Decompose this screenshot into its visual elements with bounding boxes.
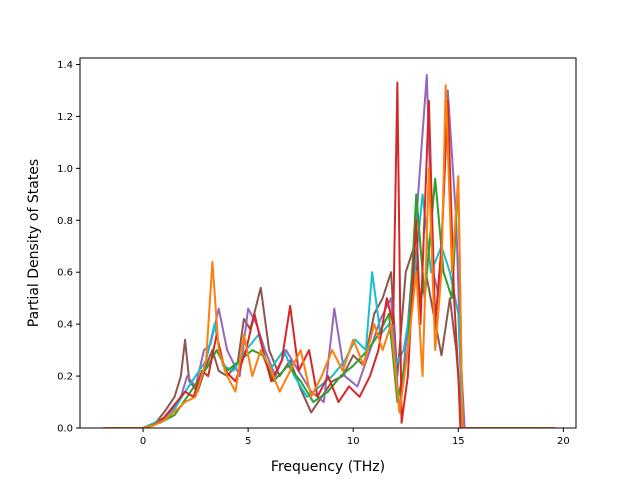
x-tick-label: 10 [347, 436, 360, 447]
x-axis-ticks: 0 5 10 15 20 [140, 428, 570, 447]
plot-frame [79, 57, 577, 429]
y-tick-label: 0.0 [57, 424, 73, 435]
series-layer [103, 73, 555, 428]
y-tick-label: 0.2 [57, 372, 73, 383]
pdos-series-line-5 [103, 81, 555, 428]
y-axis-ticks: 0.0 0.2 0.4 0.6 0.8 1.0 1.2 1.4 [57, 60, 80, 435]
x-tick-label: 20 [557, 436, 570, 447]
y-tick-label: 1.0 [57, 164, 73, 175]
x-tick-label: 0 [140, 436, 146, 447]
y-tick-label: 1.2 [57, 112, 73, 123]
y-tick-label: 0.8 [57, 216, 73, 227]
pdos-series-line-6 [103, 84, 555, 428]
x-tick-label: 5 [245, 436, 251, 447]
y-tick-label: 1.4 [57, 60, 73, 71]
y-tick-label: 0.4 [57, 320, 73, 331]
y-axis-label: Partial Density of States [26, 159, 42, 327]
x-tick-label: 15 [452, 436, 465, 447]
y-tick-label: 0.6 [57, 268, 73, 279]
x-axis-label: Frequency (THz) [271, 459, 385, 475]
